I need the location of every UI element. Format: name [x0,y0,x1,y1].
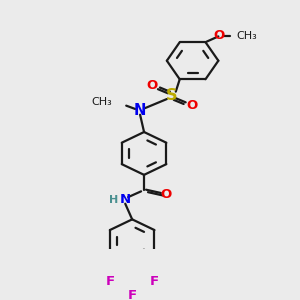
Text: H: H [109,195,118,205]
Text: F: F [128,289,137,300]
Text: F: F [149,275,158,289]
Text: O: O [146,80,158,92]
Text: O: O [186,99,197,112]
Text: S: S [166,88,178,103]
Text: O: O [214,29,225,42]
Text: CH₃: CH₃ [236,31,257,40]
Text: F: F [106,275,115,289]
Text: CH₃: CH₃ [92,97,112,107]
Text: O: O [160,188,172,201]
Text: N: N [120,193,131,206]
Text: N: N [134,103,146,118]
